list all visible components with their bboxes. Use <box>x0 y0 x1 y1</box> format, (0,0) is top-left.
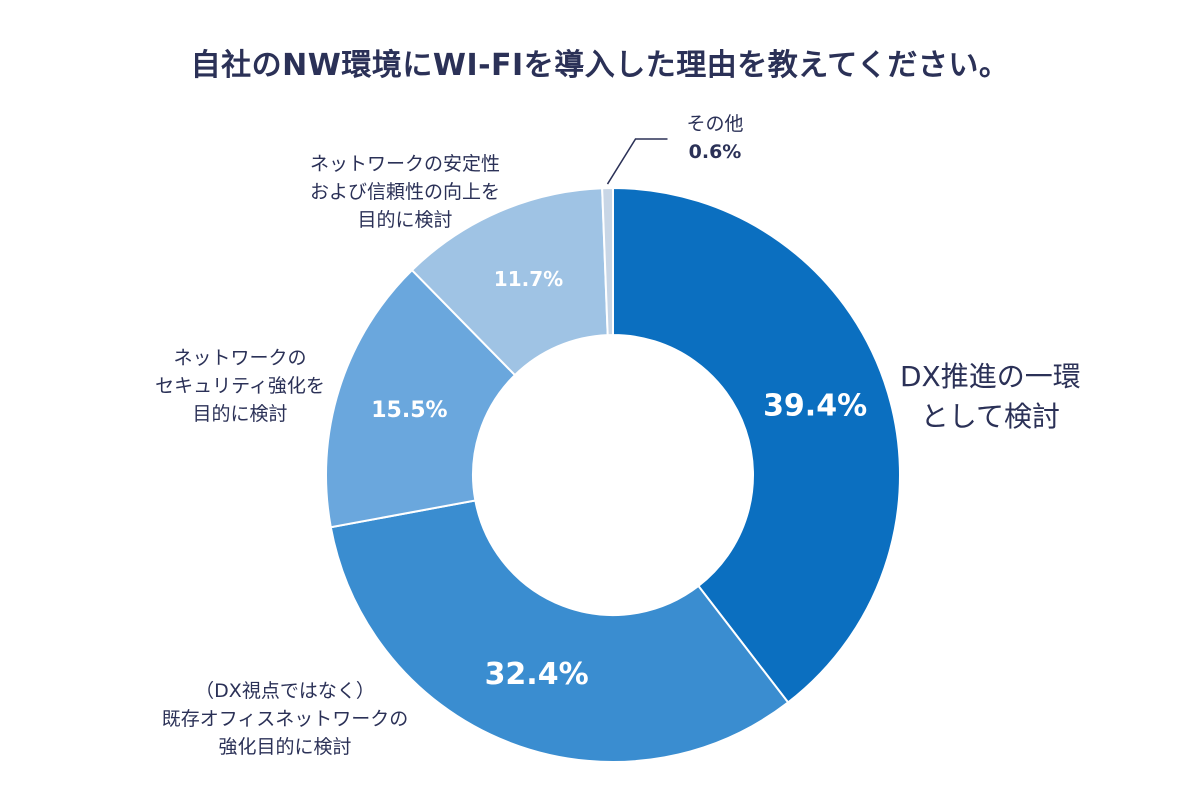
slice-value-other: 0.6% <box>688 141 742 163</box>
slice-value-security: 15.5% <box>371 398 447 423</box>
slice-label-stability: ネットワークの安定性 および信頼性の向上を 目的に検討 <box>309 153 500 231</box>
slice-office-network <box>329 499 790 763</box>
slice-label-security: ネットワークの セキュリティ強化を 目的に検討 <box>155 347 325 425</box>
slice-value-office-network: 32.4% <box>485 657 589 692</box>
slice-other <box>601 186 614 337</box>
slice-label-dx-promotion: DX推進の一環 として検討 <box>900 360 1081 433</box>
slice-security <box>325 268 517 529</box>
slice-value-dx-promotion: 39.4% <box>763 389 867 424</box>
slice-label-office-network: （DX視点ではなく） 既存オフィスネットワークの 強化目的に検討 <box>161 680 409 758</box>
slice-value-stability: 11.7% <box>494 267 563 291</box>
slice-stability <box>410 187 609 377</box>
chart-title: 自社のNW環境にWI-FIを導入した理由を教えてください。 <box>190 48 1010 83</box>
slice-label-other: その他 0.6% <box>660 110 770 166</box>
slice-dx-promotion <box>612 186 901 704</box>
leader-line-other <box>606 138 668 185</box>
